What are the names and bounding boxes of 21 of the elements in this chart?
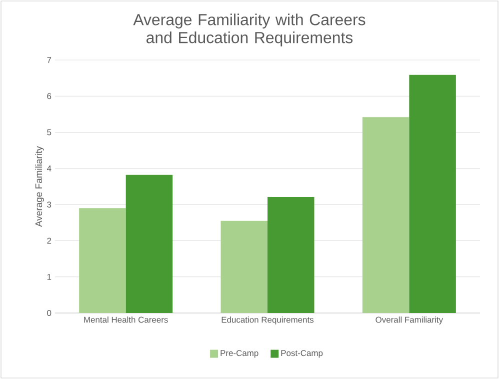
- bar: [79, 208, 126, 313]
- bar: [409, 74, 456, 313]
- chart-title: Average Familiarity with Careers and Education Requirements: [133, 14, 366, 46]
- legend-label: Post-Camp: [281, 350, 323, 358]
- y-tick-label: 0: [47, 310, 52, 316]
- bar: [362, 117, 410, 313]
- y-tick-label: 2: [47, 238, 52, 244]
- y-tick-label: 5: [47, 129, 52, 136]
- y-tick-label: 4: [46, 166, 52, 172]
- bar: [126, 174, 173, 313]
- y-tick-label: 7: [47, 57, 52, 63]
- bar: [268, 196, 314, 313]
- legend-label: Pre-Camp: [220, 350, 258, 358]
- x-tick-label: Mental Health Careers: [84, 316, 168, 323]
- x-tick-label: Overall Familiarity: [376, 316, 444, 324]
- y-tick-label: 6: [47, 93, 52, 100]
- y-axis-title: Average Familiarity: [35, 146, 44, 227]
- x-tick-label: Education Requirements: [222, 316, 314, 324]
- y-tick-label: 3: [47, 202, 52, 208]
- bar: [220, 220, 268, 313]
- y-tick-label: 1: [47, 274, 52, 280]
